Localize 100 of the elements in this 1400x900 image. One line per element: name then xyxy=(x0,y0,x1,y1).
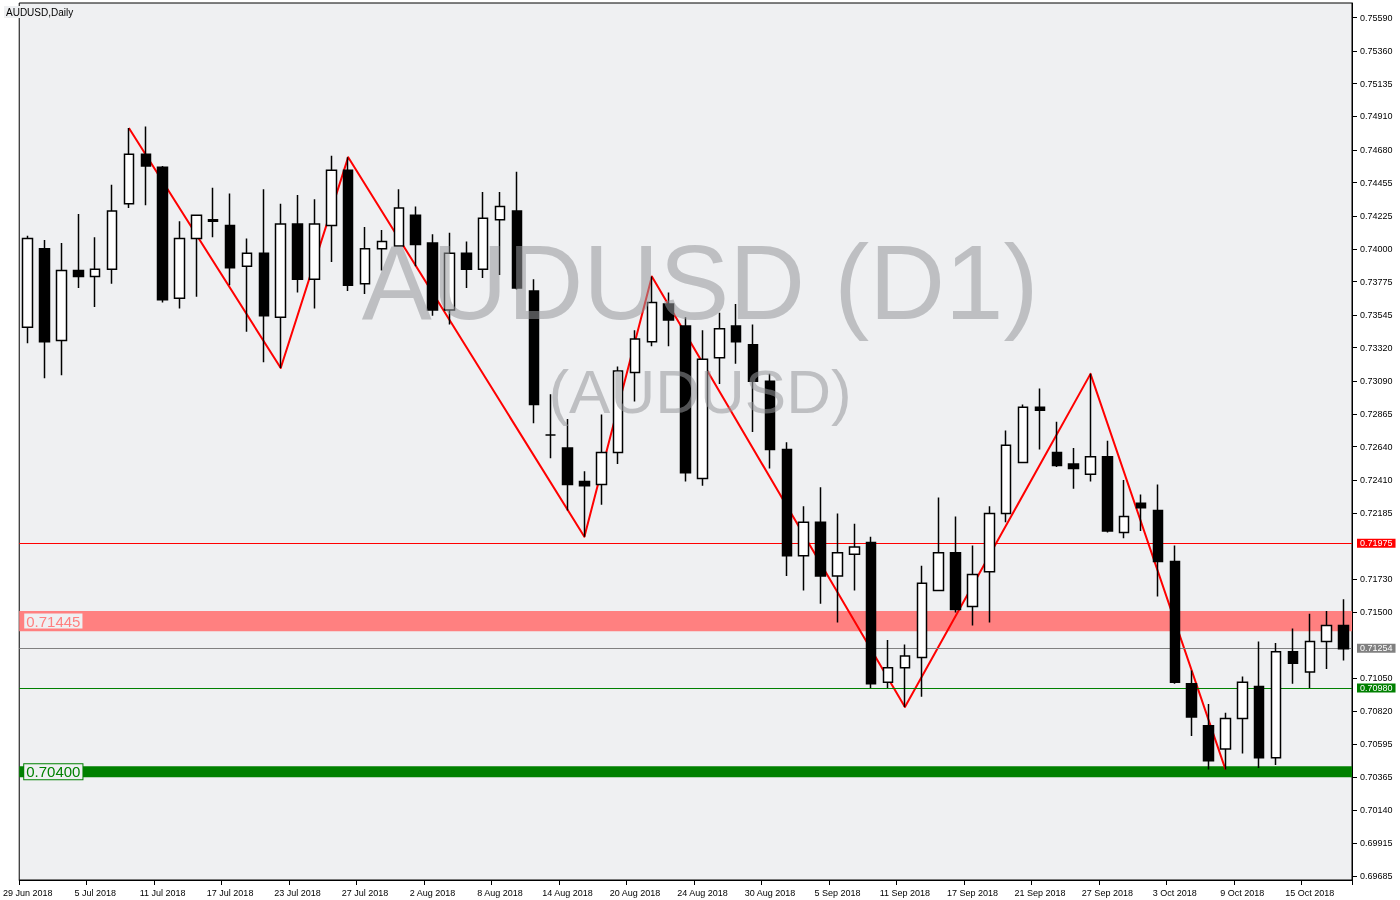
candlestick xyxy=(241,237,253,333)
candlestick xyxy=(1067,447,1080,490)
x-tick-label: 8 Aug 2018 xyxy=(477,887,523,898)
x-tick-label: 9 Oct 2018 xyxy=(1220,887,1265,898)
x-tick-label: 30 Aug 2018 xyxy=(744,887,796,898)
candlestick xyxy=(106,184,118,285)
y-tick-label: 0.75360 xyxy=(1360,45,1393,56)
y-tick-label: 0.72410 xyxy=(1360,475,1393,486)
candlestick xyxy=(258,188,270,363)
candlestick xyxy=(797,505,810,592)
candlestick xyxy=(123,127,135,209)
y-tick-label: 0.74000 xyxy=(1360,243,1393,254)
ref-line-label: 0.70980 xyxy=(1360,683,1393,694)
candlestick xyxy=(814,486,827,605)
y-tick-label: 0.69685 xyxy=(1360,871,1393,882)
candlestick xyxy=(1084,373,1097,483)
y-tick-label: 0.75135 xyxy=(1360,78,1393,89)
candlestick xyxy=(190,214,203,298)
y-tick-label: 0.70820 xyxy=(1360,706,1393,717)
candlestick xyxy=(1169,544,1181,685)
candlestick xyxy=(932,496,945,592)
x-tick-label: 17 Sep 2018 xyxy=(946,887,998,898)
x-tick-label: 21 Sep 2018 xyxy=(1014,887,1066,898)
candlestick xyxy=(1185,669,1198,737)
x-tick-label: 2 Aug 2018 xyxy=(409,887,456,898)
candlestick xyxy=(1337,598,1350,662)
x-tick-label: 5 Jul 2018 xyxy=(74,887,116,898)
x-tick-label: 20 Aug 2018 xyxy=(609,887,661,898)
y-tick-label: 0.73775 xyxy=(1360,276,1393,287)
candlestick xyxy=(342,156,354,292)
x-tick-label: 3 Oct 2018 xyxy=(1152,887,1197,898)
candlestick xyxy=(89,236,101,308)
candlestick xyxy=(156,165,169,304)
candlestick xyxy=(966,544,979,627)
candlestick xyxy=(983,505,996,624)
candlestick xyxy=(882,639,894,689)
x-tick-label: 11 Jul 2018 xyxy=(139,887,186,898)
candlestick xyxy=(55,242,68,377)
y-tick-label: 0.70595 xyxy=(1360,739,1393,750)
y-tick-label: 0.70140 xyxy=(1360,805,1393,816)
band-label: 0.71445 xyxy=(26,612,81,630)
candlestick xyxy=(1051,421,1063,468)
y-tick-label: 0.72185 xyxy=(1360,507,1393,518)
candlestick xyxy=(274,202,287,369)
y-tick-label: 0.74910 xyxy=(1360,111,1393,122)
x-tick-label: 29 Jun 2018 xyxy=(2,887,53,898)
x-tick-label: 24 Aug 2018 xyxy=(677,887,728,898)
x-tick-label: 23 Jul 2018 xyxy=(274,887,321,898)
y-tick-label: 0.71730 xyxy=(1360,573,1393,584)
candlestick xyxy=(207,186,219,238)
candlestick xyxy=(916,565,928,698)
y-tick-label: 0.71500 xyxy=(1360,607,1393,618)
x-tick-label: 5 Sep 2018 xyxy=(814,887,861,898)
y-tick-label: 0.72640 xyxy=(1360,441,1393,452)
y-tick-label: 0.70365 xyxy=(1360,772,1393,783)
candlestick xyxy=(173,220,186,310)
x-tick-label: 17 Jul 2018 xyxy=(206,887,254,898)
y-tick-label: 0.73090 xyxy=(1360,376,1393,387)
candlestick xyxy=(865,536,877,689)
candlestick xyxy=(140,125,152,206)
candlestick xyxy=(291,194,304,294)
candlestick xyxy=(1202,703,1215,771)
candlestick xyxy=(1253,640,1265,769)
candlestick xyxy=(1017,403,1029,464)
x-tick-label: 15 Oct 2018 xyxy=(1285,887,1335,898)
y-tick-label: 0.69915 xyxy=(1360,837,1393,848)
candlestick xyxy=(1034,387,1046,451)
candlestick xyxy=(1270,642,1282,766)
candlestick xyxy=(1236,675,1249,755)
candlestick xyxy=(1135,493,1147,532)
y-tick-label: 0.72865 xyxy=(1360,408,1393,419)
candlestick xyxy=(1152,483,1164,598)
candlestick xyxy=(1304,613,1316,689)
candlestick xyxy=(1287,627,1299,685)
candlestick xyxy=(224,192,236,286)
candlestick xyxy=(1320,610,1333,670)
candlestick xyxy=(72,213,85,289)
candlestick xyxy=(38,239,51,379)
candlestick xyxy=(781,441,793,577)
y-tick-label: 0.73545 xyxy=(1360,309,1393,320)
y-tick-label: 0.75590 xyxy=(1360,12,1393,23)
band-label: 0.70400 xyxy=(26,763,81,781)
x-tick-label: 14 Aug 2018 xyxy=(542,887,593,898)
candlestick xyxy=(831,512,844,624)
ref-line-label: 0.71975 xyxy=(1360,538,1393,549)
x-tick-label: 27 Sep 2018 xyxy=(1081,887,1133,898)
y-tick-label: 0.74225 xyxy=(1360,211,1393,222)
y-tick-label: 0.73320 xyxy=(1360,342,1393,353)
y-tick-label: 0.71050 xyxy=(1360,672,1393,683)
ref-line-label: 0.71254 xyxy=(1360,643,1393,654)
candlestick xyxy=(1118,479,1130,539)
candlestick xyxy=(848,522,861,592)
y-tick-label: 0.74455 xyxy=(1360,177,1393,188)
candlestick xyxy=(21,234,34,345)
candlestick xyxy=(308,198,321,310)
x-tick-label: 27 Jul 2018 xyxy=(341,887,389,898)
candlestick xyxy=(325,154,338,263)
candlestick xyxy=(899,643,911,708)
candlestick xyxy=(1000,429,1012,523)
y-tick-label: 0.74680 xyxy=(1360,144,1393,155)
